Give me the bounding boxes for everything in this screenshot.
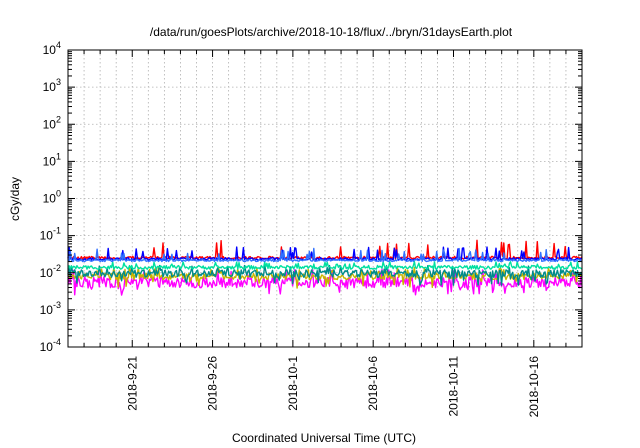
y-tick-label: 10-1	[40, 226, 61, 243]
y-tick-label: 10-4	[40, 337, 61, 354]
y-tick-label: 102	[43, 114, 61, 131]
y-tick-label: 104	[43, 40, 61, 57]
y-tick-label: 101	[43, 151, 61, 168]
grid	[68, 50, 582, 347]
x-tick-label: 2018-10-6	[366, 356, 380, 411]
series-line	[67, 246, 583, 261]
y-tick-label: 10-2	[40, 263, 61, 280]
x-tick-label: 2018-10-11	[447, 356, 461, 417]
y-axis-label: cGy/day	[8, 177, 22, 221]
series-line	[67, 247, 583, 263]
series-line	[67, 260, 583, 270]
series-line	[67, 264, 583, 286]
y-tick-label: 10-3	[40, 300, 61, 317]
x-tick-label: 2018-9-21	[125, 356, 139, 411]
series-group	[67, 239, 583, 296]
x-axis: 2018-9-21 2018-9-26 2018-10-1 2018-10-6 2018…	[83, 50, 567, 418]
chart-title: /data/run/goesPlots/archive/2018-10-18/f…	[150, 25, 513, 39]
x-axis-label: Coordinated Universal Time (UTC)	[232, 431, 416, 445]
y-tick-label: 103	[43, 77, 61, 94]
y-axis: 10-4 10-3 10-2 10-1 100 101 102 103 104	[40, 40, 582, 354]
x-tick-label: 2018-10-1	[286, 356, 300, 411]
y-tick-label: 100	[43, 189, 61, 206]
series-line	[67, 266, 583, 289]
x-tick-label: 2018-10-16	[527, 356, 541, 418]
x-tick-label: 2018-9-26	[206, 356, 220, 411]
